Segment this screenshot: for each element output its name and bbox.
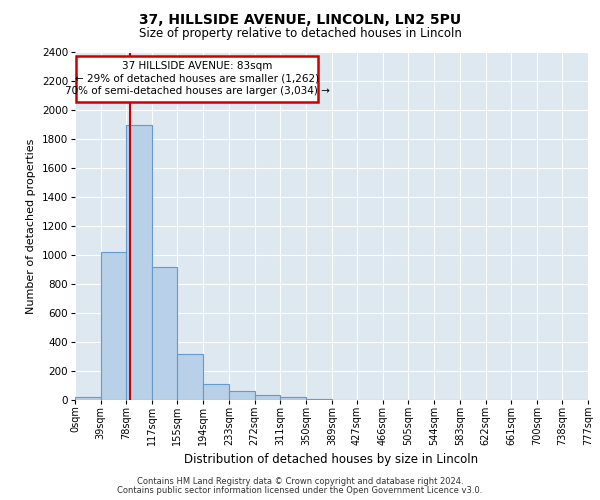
Bar	[178, 354, 203, 400]
Text: ← 29% of detached houses are smaller (1,262): ← 29% of detached houses are smaller (1,…	[75, 74, 319, 84]
Text: 70% of semi-detached houses are larger (3,034) →: 70% of semi-detached houses are larger (…	[65, 86, 329, 97]
Bar	[75, 397, 101, 400]
Text: 37, HILLSIDE AVENUE, LINCOLN, LN2 5PU: 37, HILLSIDE AVENUE, LINCOLN, LN2 5PU	[139, 12, 461, 26]
Bar	[101, 252, 127, 400]
Bar	[152, 267, 178, 400]
Text: 37 HILLSIDE AVENUE: 83sqm: 37 HILLSIDE AVENUE: 83sqm	[122, 62, 272, 72]
Text: Contains HM Land Registry data © Crown copyright and database right 2024.: Contains HM Land Registry data © Crown c…	[137, 477, 463, 486]
X-axis label: Distribution of detached houses by size in Lincoln: Distribution of detached houses by size …	[184, 454, 479, 466]
Text: Size of property relative to detached houses in Lincoln: Size of property relative to detached ho…	[139, 28, 461, 40]
Bar	[280, 397, 306, 400]
Bar	[127, 125, 152, 400]
Bar	[229, 392, 254, 400]
Bar	[76, 56, 318, 102]
Text: Contains public sector information licensed under the Open Government Licence v3: Contains public sector information licen…	[118, 486, 482, 495]
Y-axis label: Number of detached properties: Number of detached properties	[26, 138, 36, 314]
Bar	[203, 384, 229, 400]
Bar	[254, 395, 280, 400]
